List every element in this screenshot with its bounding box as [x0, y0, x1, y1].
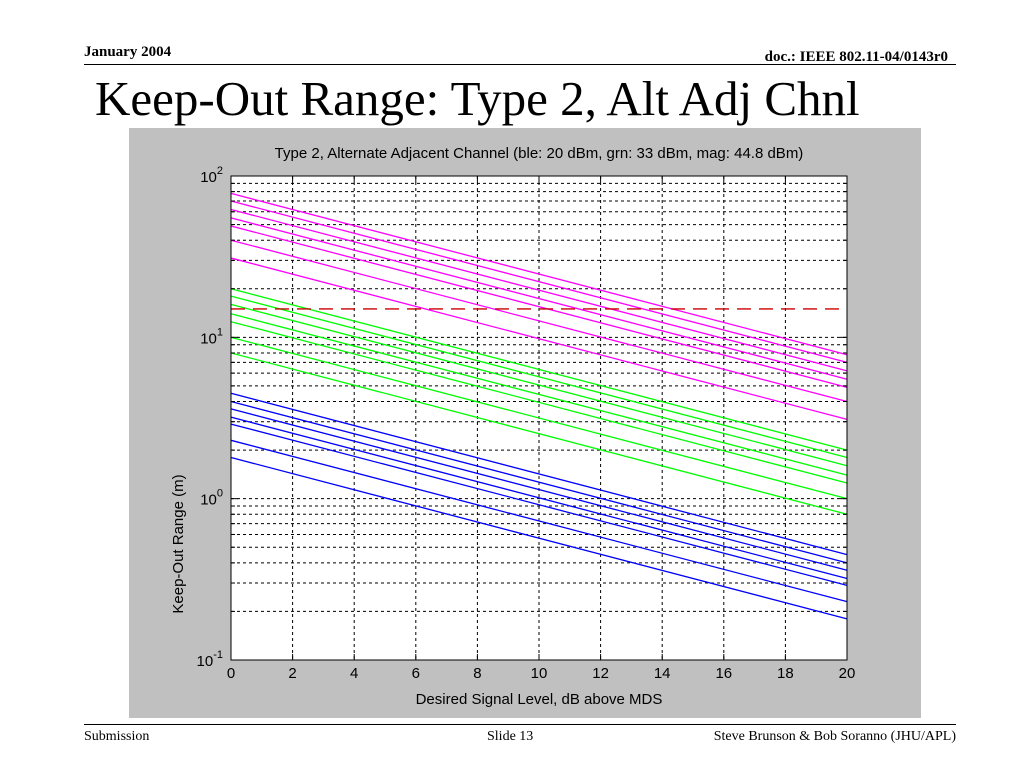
x-tick-label: 20: [839, 665, 856, 682]
series-line-group-1: [230, 439, 848, 603]
header-divider: [84, 64, 956, 65]
keep-out-range-chart: Type 2, Alternate Adjacent Channel (ble:…: [170, 145, 856, 708]
figure-panel: Type 2, Alternate Adjacent Channel (ble:…: [129, 128, 921, 718]
x-tick-labels: 0 2 4 6 8 10 12 14 16 18 20: [227, 665, 856, 682]
series-line-group-2: [230, 336, 848, 500]
series-line-group-1: [230, 456, 848, 620]
series-line-group-2: [230, 295, 848, 459]
footer-slide-number: Slide 13: [487, 729, 534, 744]
series-line-group-2: [230, 352, 848, 515]
series-line-group-2: [230, 313, 848, 476]
x-tick-label: 14: [654, 665, 671, 682]
footer-submission: Submission: [84, 729, 150, 744]
series-line-group-1: [230, 408, 848, 571]
series-line-group-3: [230, 225, 848, 388]
series-line-group-3: [230, 208, 848, 372]
series-line-group-3: [230, 239, 848, 403]
series-line-group-1: [230, 416, 848, 580]
x-tick-label: 18: [777, 665, 794, 682]
series-line-group-2: [230, 303, 848, 467]
footer-divider: [84, 724, 956, 725]
x-tick-label: 6: [412, 665, 420, 682]
y-tick-label: 101: [200, 326, 223, 347]
slide-date: January 2004: [84, 44, 172, 60]
x-tick-label: 16: [715, 665, 732, 682]
series-line-group-2: [230, 321, 848, 484]
x-tick-label: 4: [350, 665, 358, 682]
series-line-group-3: [230, 257, 848, 421]
x-tick-label: 10: [531, 665, 548, 682]
x-tick-label: 2: [288, 665, 296, 682]
footer-authors: Steve Brunson & Bob Soranno (JHU/APL): [713, 729, 956, 744]
y-tick-label: 102: [200, 165, 223, 186]
axis-ticks: [230, 176, 848, 661]
y-tick-label: 10-1: [197, 649, 223, 670]
series-line-group-2: [230, 288, 848, 451]
x-tick-label: 0: [227, 665, 235, 682]
series-line-group-3: [230, 200, 848, 363]
series-line-group-3: [230, 217, 848, 380]
document-id: doc.: IEEE 802.11-04/0143r0: [764, 49, 948, 65]
y-tick-labels: 10-1 100 101 102: [197, 165, 223, 670]
x-tick-label: 12: [592, 665, 609, 682]
series-line-group-1: [230, 423, 848, 587]
series-line-group-3: [230, 192, 848, 356]
x-tick-label: 8: [473, 665, 481, 682]
series-line-group-1: [230, 392, 848, 556]
x-axis-label: Desired Signal Level, dB above MDS: [416, 691, 663, 708]
data-series: [230, 192, 848, 620]
y-tick-label: 100: [200, 488, 223, 509]
y-axis-label: Keep-Out Range (m): [170, 474, 187, 613]
series-line-group-1: [230, 400, 848, 564]
slide-title: Keep-Out Range: Type 2, Alt Adj Chnl: [95, 71, 860, 126]
chart-title: Type 2, Alternate Adjacent Channel (ble:…: [275, 145, 804, 162]
